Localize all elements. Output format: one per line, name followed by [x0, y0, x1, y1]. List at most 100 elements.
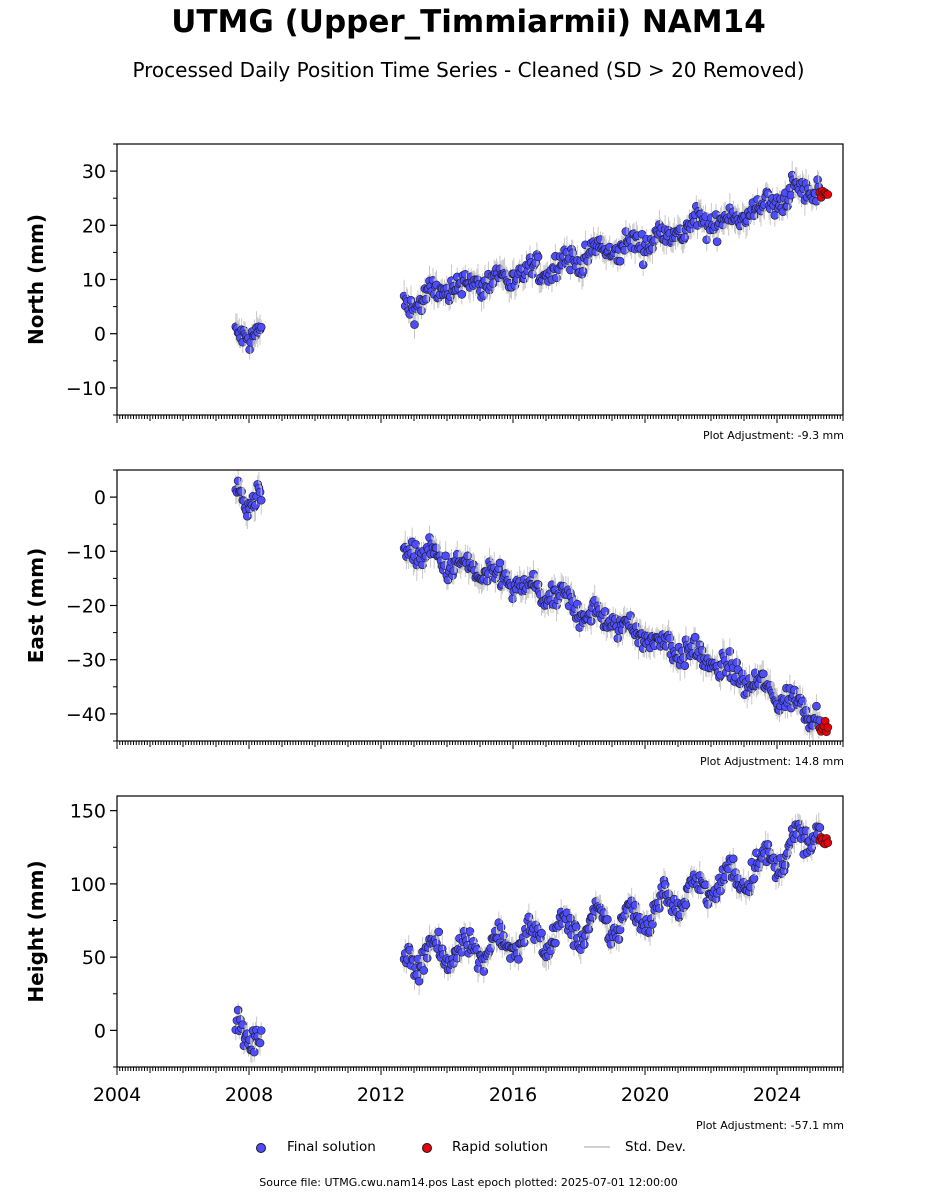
data-point-final-height	[655, 904, 664, 913]
data-point-final-height	[716, 886, 725, 896]
y-tick-label-north: 20	[82, 215, 106, 237]
data-point-rapid-north	[823, 190, 833, 199]
x-tick-label: 2008	[225, 1084, 273, 1106]
data-point-final-height	[546, 946, 556, 956]
data-point-final-east	[613, 633, 623, 643]
data-point-final-height	[256, 1026, 266, 1035]
data-point-final-east	[732, 658, 742, 667]
y-tick-label-north: 0	[94, 324, 106, 346]
series-final-north	[231, 160, 825, 360]
plot-adjustment-east: Plot Adjustment: 14.8 mm	[699, 755, 844, 768]
page-title: UTMG (Upper_Timmiarmii) NAM14	[171, 4, 766, 40]
data-point-final-east	[411, 540, 420, 549]
data-point-rapid-east	[823, 723, 833, 732]
series-final-east	[231, 470, 825, 741]
plot-adjustment-north: Plot Adjustment: -9.3 mm	[703, 429, 844, 442]
legend-label-final: Final solution	[287, 1139, 376, 1155]
data-point-final-east	[482, 576, 492, 586]
data-point-final-north	[770, 211, 780, 220]
data-point-final-height	[434, 927, 444, 937]
legend-item-rapid: Rapid solution	[422, 1136, 562, 1158]
data-point-final-height	[728, 854, 738, 864]
x-tick-label: 2016	[489, 1084, 537, 1106]
data-point-final-east	[759, 669, 768, 679]
legend-item-final: Final solution	[256, 1136, 396, 1158]
data-point-final-height	[414, 976, 424, 986]
data-point-final-north	[410, 320, 419, 329]
series-rapid-north	[815, 186, 833, 202]
plot-area-east	[231, 470, 833, 741]
legend-marker-rapid	[422, 1143, 432, 1153]
data-point-final-height	[614, 935, 624, 944]
data-point-final-height	[422, 953, 432, 963]
data-point-final-north	[245, 345, 254, 354]
page-subtitle: Processed Daily Position Time Series - C…	[132, 58, 805, 82]
data-point-final-height	[584, 924, 594, 934]
data-point-final-height	[579, 940, 589, 949]
data-point-final-north	[680, 233, 690, 242]
data-point-final-height	[749, 874, 759, 883]
y-tick-label-north: −10	[66, 378, 106, 400]
axes-frame-height	[116, 795, 844, 1068]
data-point-final-east	[495, 558, 505, 568]
data-point-final-north	[702, 235, 712, 245]
series-rapid-east	[815, 716, 833, 737]
data-point-final-east	[798, 696, 807, 706]
data-point-final-east	[690, 632, 700, 642]
y-tick-label-height: 150	[70, 801, 106, 823]
data-point-final-height	[571, 922, 581, 932]
footer-source: Source file: UTMG.cwu.nam14.pos Last epo…	[259, 1176, 678, 1189]
data-point-final-height	[780, 860, 790, 870]
data-point-final-east	[812, 701, 821, 711]
y-axis-label-north: North (mm)	[24, 214, 48, 345]
plot-area-height	[231, 812, 833, 1063]
data-point-final-height	[681, 900, 691, 910]
data-point-final-height	[419, 966, 429, 975]
panel-height: 0 50 100 150 2004 2008 2012 2016 2020 2024 Height …	[24, 795, 844, 1106]
data-point-final-north	[615, 256, 625, 266]
data-point-final-east	[680, 661, 690, 670]
data-point-final-height	[763, 839, 773, 849]
data-point-final-height	[465, 927, 475, 936]
data-point-final-east	[508, 594, 517, 603]
data-point-final-east	[573, 599, 582, 609]
data-point-final-height	[255, 1038, 265, 1048]
data-point-final-east	[600, 607, 610, 616]
x-tick-label: 2020	[621, 1084, 669, 1106]
data-point-final-height	[660, 880, 670, 889]
y-tick-label-east: −20	[66, 596, 106, 618]
series-rapid-height	[815, 833, 833, 849]
data-point-final-north	[786, 190, 796, 200]
y-tick-label-height: 50	[82, 947, 106, 969]
data-point-final-east	[790, 685, 799, 695]
y-tick-label-height: 100	[70, 874, 106, 896]
y-tick-label-north: 30	[82, 161, 106, 183]
y-axis-label-east: East (mm)	[24, 548, 48, 664]
data-point-final-north	[533, 252, 543, 262]
axes-frame-east	[116, 469, 844, 742]
plot-area-north	[231, 160, 833, 360]
data-point-final-east	[256, 495, 266, 505]
series-final-height	[231, 812, 825, 1063]
data-point-final-height	[615, 925, 625, 935]
data-point-final-height	[479, 967, 489, 976]
legend: Final solution Rapid solution Std. Dev.	[0, 1136, 937, 1158]
data-point-final-height	[249, 1047, 259, 1057]
y-axis-label-height: Height (mm)	[24, 860, 48, 1002]
data-point-final-north	[256, 322, 266, 332]
x-tick-label: 2024	[753, 1084, 801, 1106]
legend-label-std: Std. Dev.	[625, 1139, 686, 1155]
y-tick-label-east: −10	[66, 541, 106, 563]
data-point-final-north	[712, 237, 722, 246]
data-point-final-east	[251, 500, 260, 510]
data-point-rapid-height	[823, 838, 833, 848]
data-point-final-north	[638, 260, 648, 270]
legend-line-std	[584, 1146, 610, 1148]
data-point-final-north	[457, 290, 467, 299]
data-point-final-height	[452, 953, 462, 963]
data-point-final-height	[815, 823, 825, 832]
panel-north: −10 0 10 20 30 North (mm)	[24, 143, 844, 423]
legend-item-std: Std. Dev.	[584, 1136, 704, 1158]
x-tick-label: 2012	[357, 1084, 405, 1106]
